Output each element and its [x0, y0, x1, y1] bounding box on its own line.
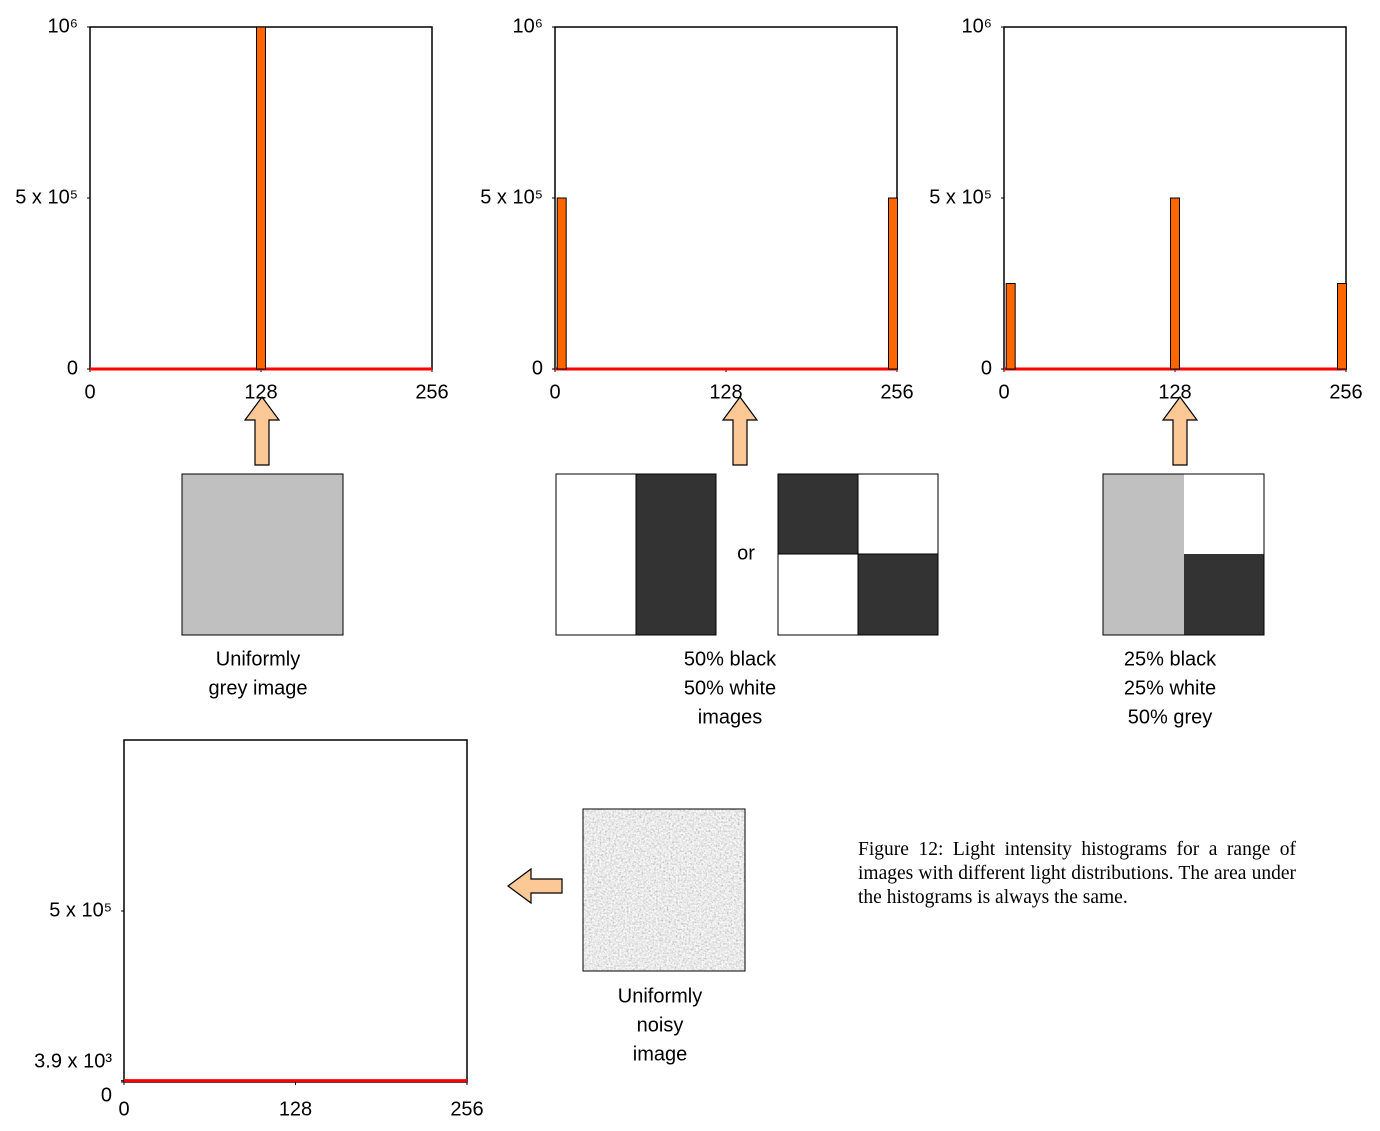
- plot-frame: [555, 27, 897, 369]
- x-tick-label: 0: [549, 381, 560, 403]
- y-tick-label: 0: [67, 357, 78, 379]
- bar: [1337, 284, 1346, 370]
- image-caption: 50% grey: [1128, 706, 1213, 728]
- image-caption: noisy: [637, 1014, 684, 1036]
- bar: [257, 27, 266, 369]
- x-tick-label: 256: [1329, 381, 1362, 403]
- x-tick-label: 256: [880, 381, 913, 403]
- x-tick-label: 128: [709, 381, 742, 403]
- image-caption: 25% black: [1124, 648, 1217, 670]
- separator: or: [737, 542, 755, 564]
- y-tick-label: 0: [532, 357, 543, 379]
- mixed-image: [1103, 474, 1264, 635]
- x-tick-label: 128: [279, 1098, 312, 1120]
- plot-frame: [124, 740, 467, 1082]
- x-tick-label: 128: [1158, 381, 1191, 403]
- bar: [1171, 198, 1180, 369]
- image-caption: image: [633, 1043, 687, 1065]
- image-caption: grey image: [209, 677, 308, 699]
- arrow: [245, 397, 279, 465]
- x-tick-label: 256: [415, 381, 448, 403]
- x-tick-label: 0: [998, 381, 1009, 403]
- bar: [557, 198, 566, 369]
- bar: [1006, 284, 1015, 370]
- x-tick-label: 128: [244, 381, 277, 403]
- y-tick-label: 10⁶: [962, 15, 992, 37]
- page: or 0 5 x 10⁵ 10⁶ 0 128 256 Uniformly grey image…: [0, 0, 1380, 1126]
- image-caption: Uniformly: [216, 648, 300, 670]
- image-caption: images: [698, 706, 762, 728]
- arrow: [723, 397, 757, 465]
- arrow: [508, 869, 562, 903]
- y-tick-label: 5 x 10⁵: [929, 186, 992, 208]
- figure: or 0 5 x 10⁵ 10⁶ 0 128 256 Uniformly grey image…: [0, 0, 1380, 1126]
- y-tick-label: 10⁶: [513, 15, 543, 37]
- y-tick-label: 5 x 10⁵: [15, 186, 78, 208]
- noisy-image: [583, 809, 745, 971]
- y-tick-label: 3.9 x 10³: [34, 1050, 112, 1072]
- y-tick-label: 0: [101, 1084, 112, 1106]
- x-tick-label: 0: [118, 1098, 129, 1120]
- y-tick-label: 5 x 10⁵: [480, 186, 543, 208]
- arrow: [1163, 397, 1197, 465]
- checker-image: [778, 474, 938, 635]
- x-tick-label: 0: [84, 381, 95, 403]
- grey-image: [182, 474, 343, 635]
- figure-caption: Figure 12: Light intensity histograms fo…: [858, 838, 1296, 910]
- image-caption: Uniformly: [618, 985, 702, 1007]
- bar: [888, 198, 897, 369]
- image-caption: 50% white: [684, 677, 776, 699]
- x-tick-label: 256: [450, 1098, 483, 1120]
- image-caption: 50% black: [684, 648, 777, 670]
- half-image: [556, 474, 716, 635]
- y-tick-label: 0: [981, 357, 992, 379]
- y-tick-label: 5 x 10⁵: [49, 899, 112, 921]
- image-caption: 25% white: [1124, 677, 1216, 699]
- y-tick-label: 10⁶: [48, 15, 78, 37]
